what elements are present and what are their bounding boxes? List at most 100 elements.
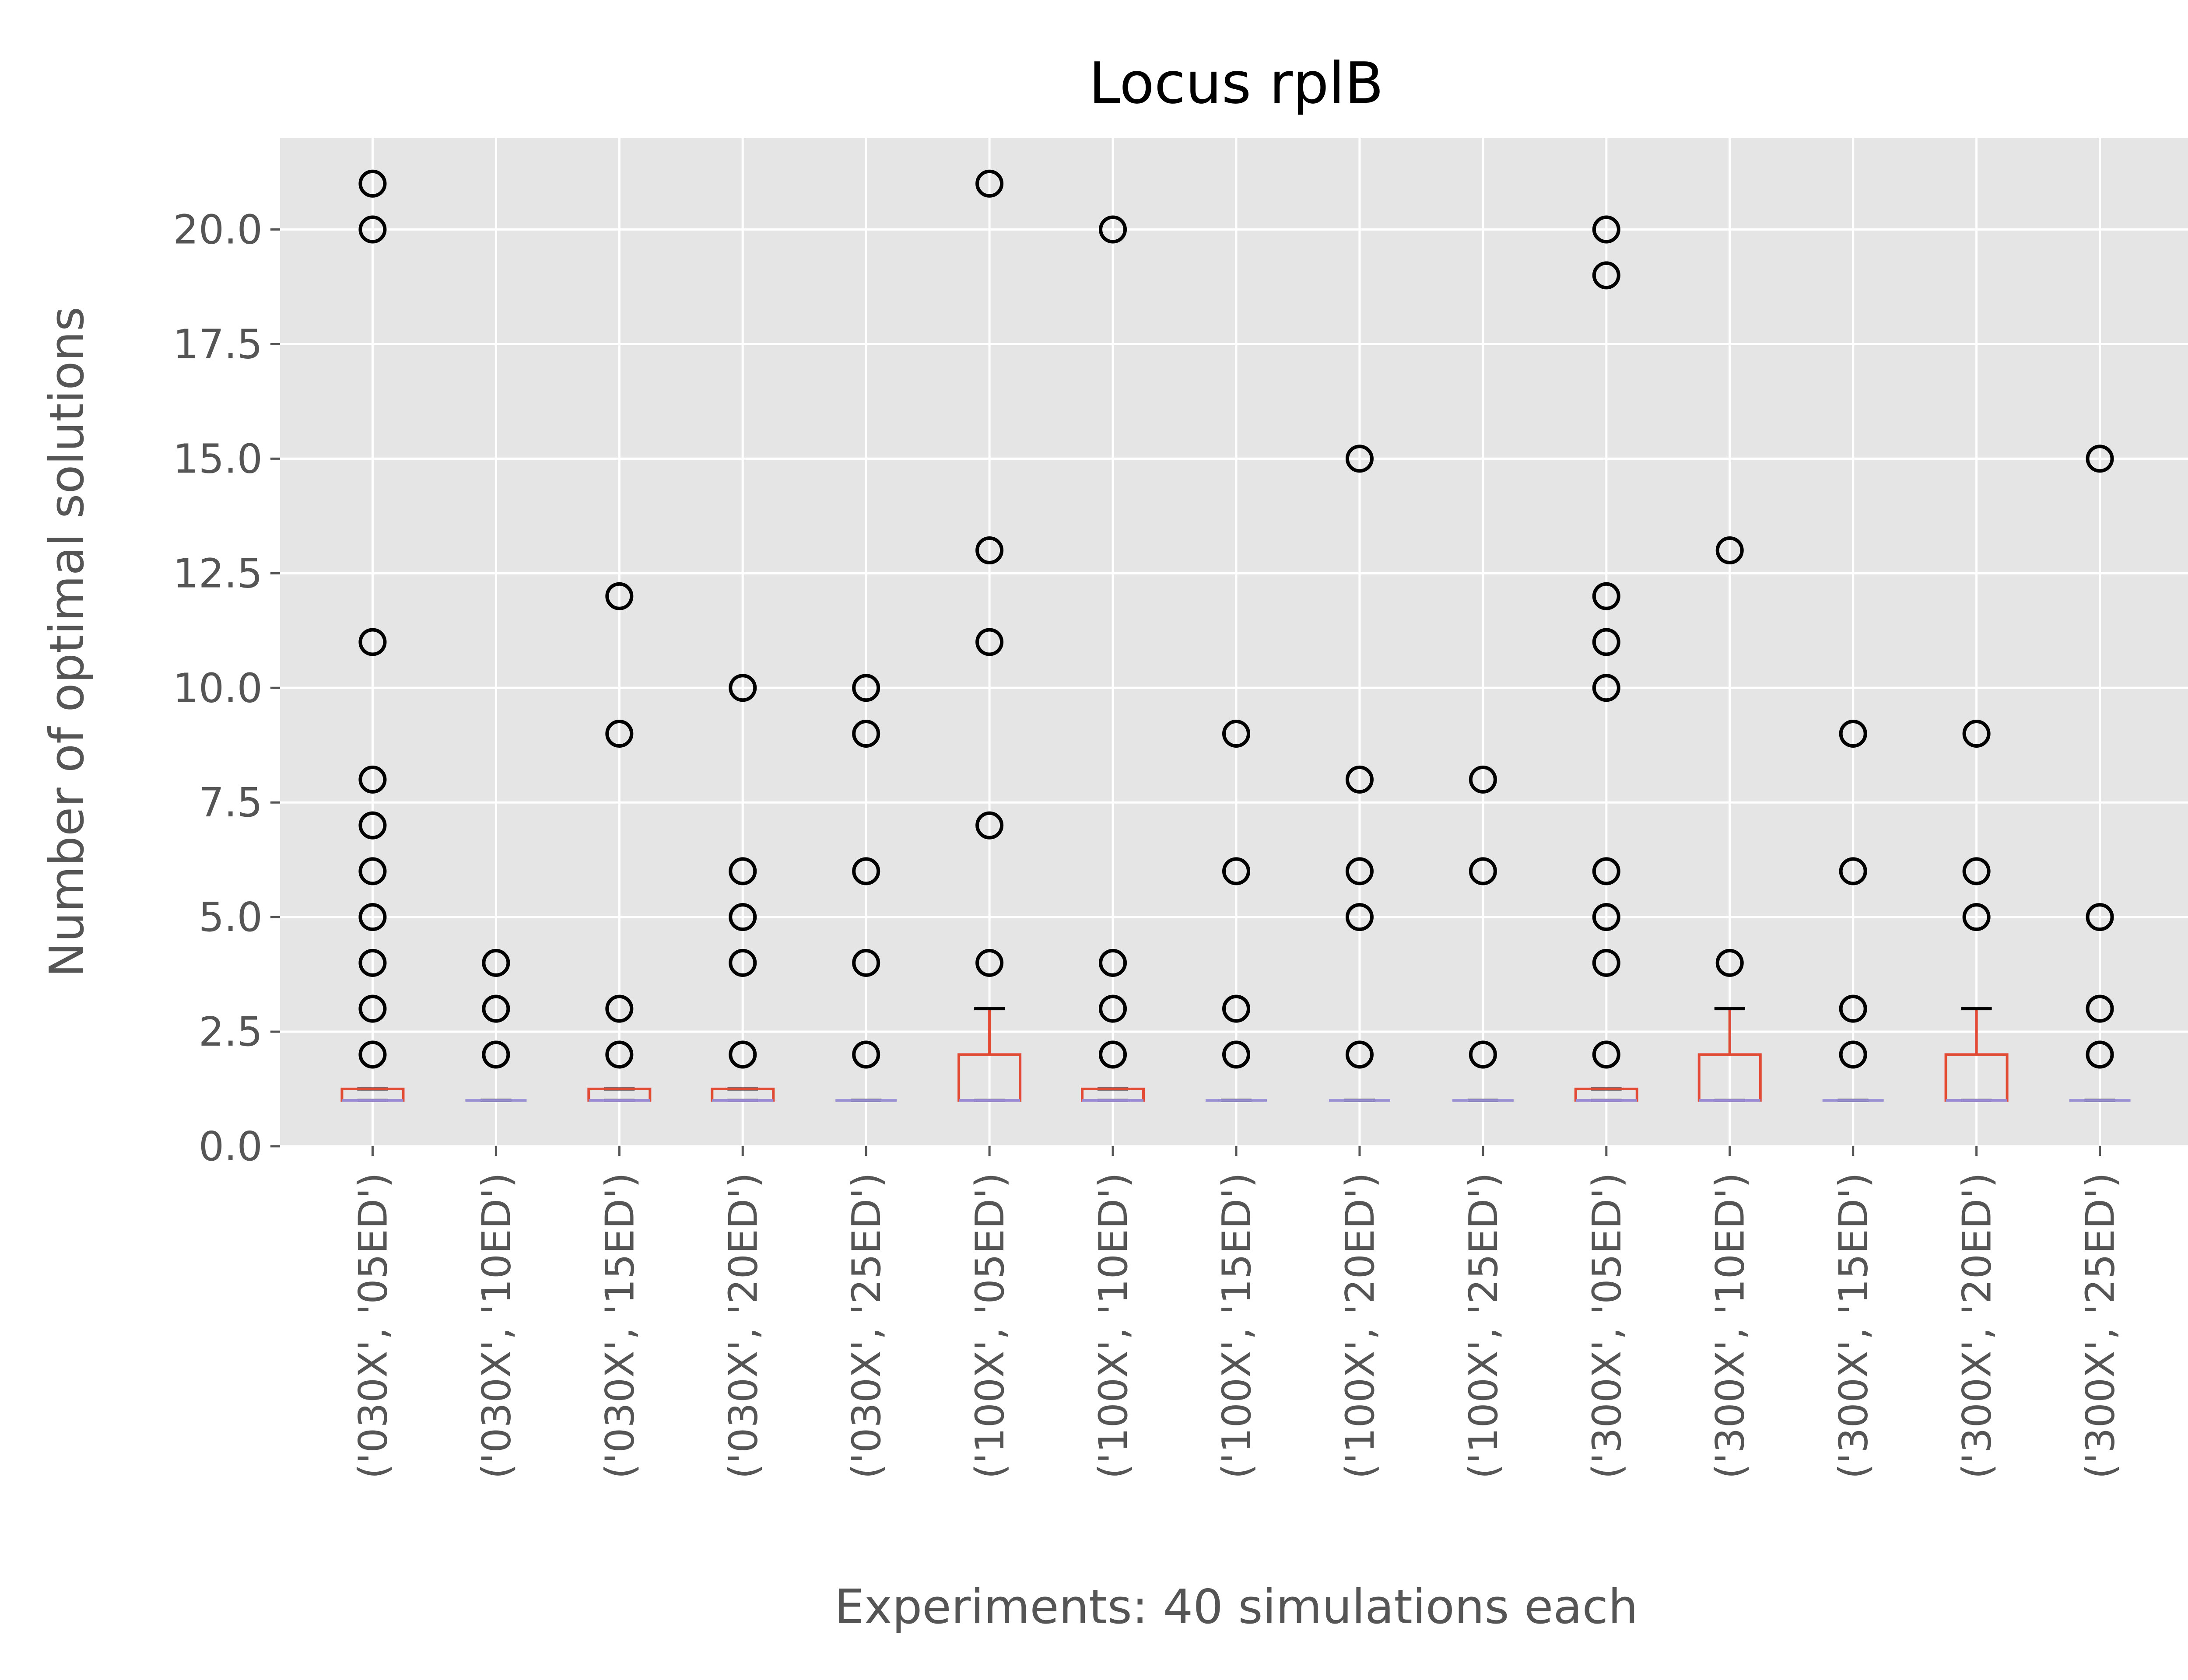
y-tick-label: 20.0 xyxy=(173,206,263,253)
plot-background xyxy=(280,138,2188,1146)
flier-point xyxy=(1469,1040,1497,1069)
box-group xyxy=(340,169,405,1102)
box-group xyxy=(1329,444,1390,1102)
x-tick-label: ('030X', '15ED') xyxy=(597,1172,643,1479)
flier-point xyxy=(1592,948,1620,977)
flier-point xyxy=(358,948,387,977)
y-tick-label: 0.0 xyxy=(199,1123,263,1170)
flier-point xyxy=(482,994,510,1023)
grid-lines xyxy=(280,138,2188,1148)
flier-point xyxy=(1839,994,1867,1023)
flier-point xyxy=(1222,1040,1250,1069)
flier-point xyxy=(358,903,387,931)
flier-point xyxy=(1962,903,1991,931)
box-group xyxy=(2069,444,2131,1102)
flier-point xyxy=(1592,1040,1620,1069)
flier-point xyxy=(2086,444,2114,473)
flier-point xyxy=(358,765,387,794)
flier-point xyxy=(1592,674,1620,702)
flier-point xyxy=(1345,857,1374,886)
y-tick-label: 10.0 xyxy=(173,665,263,711)
box-group xyxy=(1697,536,1762,1102)
x-tick-label: ('300X', '25ED') xyxy=(2078,1172,2124,1479)
flier-point xyxy=(1469,765,1497,794)
flier-point xyxy=(975,628,1004,656)
box-group xyxy=(711,674,775,1102)
boxes xyxy=(340,169,2131,1102)
y-tick-label: 5.0 xyxy=(199,894,263,941)
box-group xyxy=(1206,720,1267,1102)
flier-point xyxy=(1592,215,1620,244)
box-group xyxy=(587,582,652,1102)
box-group xyxy=(1574,215,1638,1102)
y-tick-label: 7.5 xyxy=(199,779,263,826)
y-tick-label: 2.5 xyxy=(199,1008,263,1055)
flier-point xyxy=(852,857,880,886)
flier-point xyxy=(1592,903,1620,931)
flier-point xyxy=(852,948,880,977)
flier-point xyxy=(1715,948,1744,977)
flier-point xyxy=(1962,857,1991,886)
box-group xyxy=(1822,720,1884,1102)
flier-point xyxy=(358,215,387,244)
flier-point xyxy=(605,994,634,1023)
flier-point xyxy=(482,948,510,977)
box-group xyxy=(1944,720,2009,1102)
x-tick-label: ('100X', '20ED') xyxy=(1337,1172,1383,1479)
flier-point xyxy=(1839,1040,1867,1069)
flier-point xyxy=(482,1040,510,1069)
flier-point xyxy=(1839,720,1867,748)
x-axis-label: Experiments: 40 simulations each xyxy=(835,1580,1638,1634)
box-group xyxy=(1081,215,1145,1102)
flier-point xyxy=(975,536,1004,564)
flier-point xyxy=(1099,948,1127,977)
x-tick-label: ('030X', '20ED') xyxy=(720,1172,766,1479)
flier-point xyxy=(1469,857,1497,886)
flier-point xyxy=(358,857,387,886)
x-tick-label: ('300X', '10ED') xyxy=(1708,1172,1753,1479)
x-tick-label: ('300X', '15ED') xyxy=(1831,1172,1877,1479)
x-tick-label: ('030X', '05ED') xyxy=(350,1172,396,1479)
flier-point xyxy=(975,948,1004,977)
x-tick-label: ('100X', '15ED') xyxy=(1214,1172,1260,1479)
y-tick-label: 15.0 xyxy=(173,435,263,482)
flier-point xyxy=(1592,582,1620,610)
flier-point xyxy=(852,674,880,702)
flier-point xyxy=(1715,536,1744,564)
x-tick-label: ('300X', '05ED') xyxy=(1584,1172,1630,1479)
flier-point xyxy=(1099,215,1127,244)
flier-point xyxy=(1222,857,1250,886)
flier-point xyxy=(2086,994,2114,1023)
chart-title: Locus rplB xyxy=(1089,50,1384,116)
box-group xyxy=(835,674,897,1102)
flier-point xyxy=(852,1040,880,1069)
flier-point xyxy=(1345,1040,1374,1069)
flier-point xyxy=(2086,903,2114,931)
flier-point xyxy=(852,720,880,748)
flier-point xyxy=(1345,765,1374,794)
flier-point xyxy=(358,811,387,840)
flier-point xyxy=(1592,261,1620,290)
flier-point xyxy=(358,169,387,198)
y-axis-label: Number of optimal solutions xyxy=(40,307,95,977)
x-tick-label: ('030X', '10ED') xyxy=(473,1172,519,1479)
flier-point xyxy=(358,628,387,656)
flier-point xyxy=(358,994,387,1023)
flier-point xyxy=(1962,720,1991,748)
flier-point xyxy=(1592,857,1620,886)
flier-point xyxy=(605,582,634,610)
box-group xyxy=(465,948,527,1102)
flier-point xyxy=(1222,994,1250,1023)
flier-point xyxy=(1099,1040,1127,1069)
flier-point xyxy=(729,857,757,886)
flier-point xyxy=(358,1040,387,1069)
flier-point xyxy=(1222,720,1250,748)
flier-point xyxy=(2086,1040,2114,1069)
box-group xyxy=(1452,765,1514,1102)
x-tick-label: ('030X', '25ED') xyxy=(844,1172,890,1479)
x-tick-label: ('100X', '10ED') xyxy=(1090,1172,1136,1479)
flier-point xyxy=(1592,628,1620,656)
flier-point xyxy=(975,169,1004,198)
flier-point xyxy=(1345,444,1374,473)
